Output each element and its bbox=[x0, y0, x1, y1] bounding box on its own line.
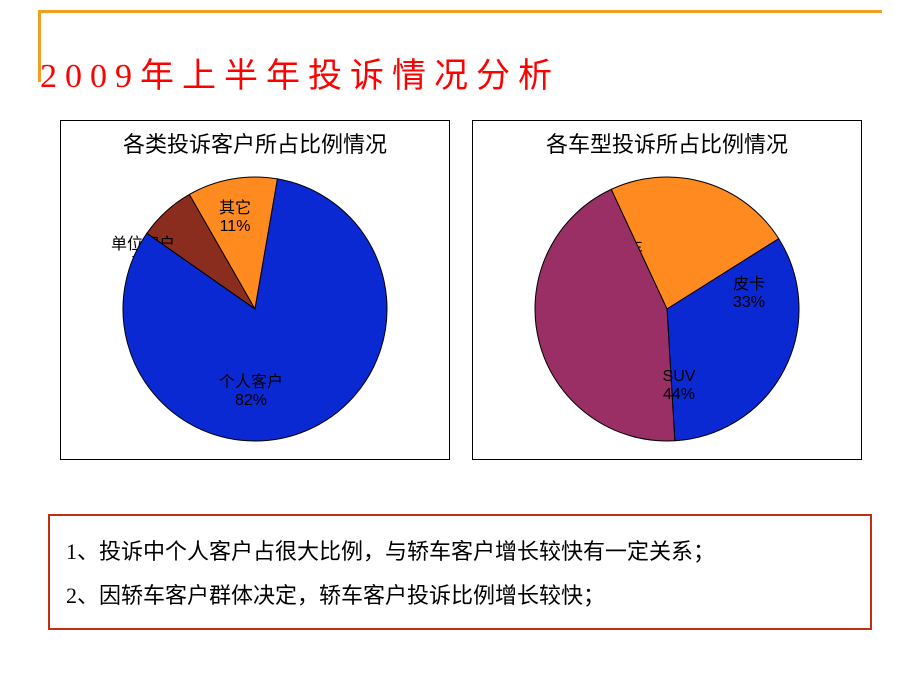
accent-border-top bbox=[38, 10, 882, 13]
pie-slice-label: SUV bbox=[663, 368, 696, 385]
chart-right-title: 各车型投诉所占比例情况 bbox=[473, 127, 861, 159]
charts-row: 各类投诉客户所占比例情况 单位客户7%其它11%个人客户82% 各车型投诉所占比… bbox=[60, 120, 862, 460]
pie-slice-label: 个人客户 bbox=[219, 373, 283, 391]
pie-slice-percent: 33% bbox=[733, 294, 765, 311]
chart-right-box: 各车型投诉所占比例情况 轿车23%皮卡33%SUV44% bbox=[472, 120, 862, 460]
pie-slice-label: 其它 bbox=[219, 199, 251, 217]
pie-slice-percent: 82% bbox=[235, 392, 267, 409]
page-title: 2009年上半年投诉情况分析 bbox=[40, 48, 560, 97]
chart-left-box: 各类投诉客户所占比例情况 单位客户7%其它11%个人客户82% bbox=[60, 120, 450, 460]
chart-right-pie: 轿车23%皮卡33%SUV44% bbox=[517, 165, 817, 445]
footer-bullet-1: 1、投诉中个人客户占很大比例，与轿车客户增长较快有一定关系； bbox=[66, 530, 854, 574]
footer-bullet-2: 2、因轿车客户群体决定，轿车客户投诉比例增长较快； bbox=[66, 574, 854, 618]
footer-notes: 1、投诉中个人客户占很大比例，与轿车客户增长较快有一定关系； 2、因轿车客户群体… bbox=[48, 514, 872, 630]
pie-slice-label: 皮卡 bbox=[733, 275, 765, 293]
pie-slice-percent: 11% bbox=[220, 218, 251, 235]
pie-slice-percent: 44% bbox=[663, 386, 695, 403]
chart-left-pie: 单位客户7%其它11%个人客户82% bbox=[105, 165, 405, 445]
chart-left-title: 各类投诉客户所占比例情况 bbox=[61, 127, 449, 159]
